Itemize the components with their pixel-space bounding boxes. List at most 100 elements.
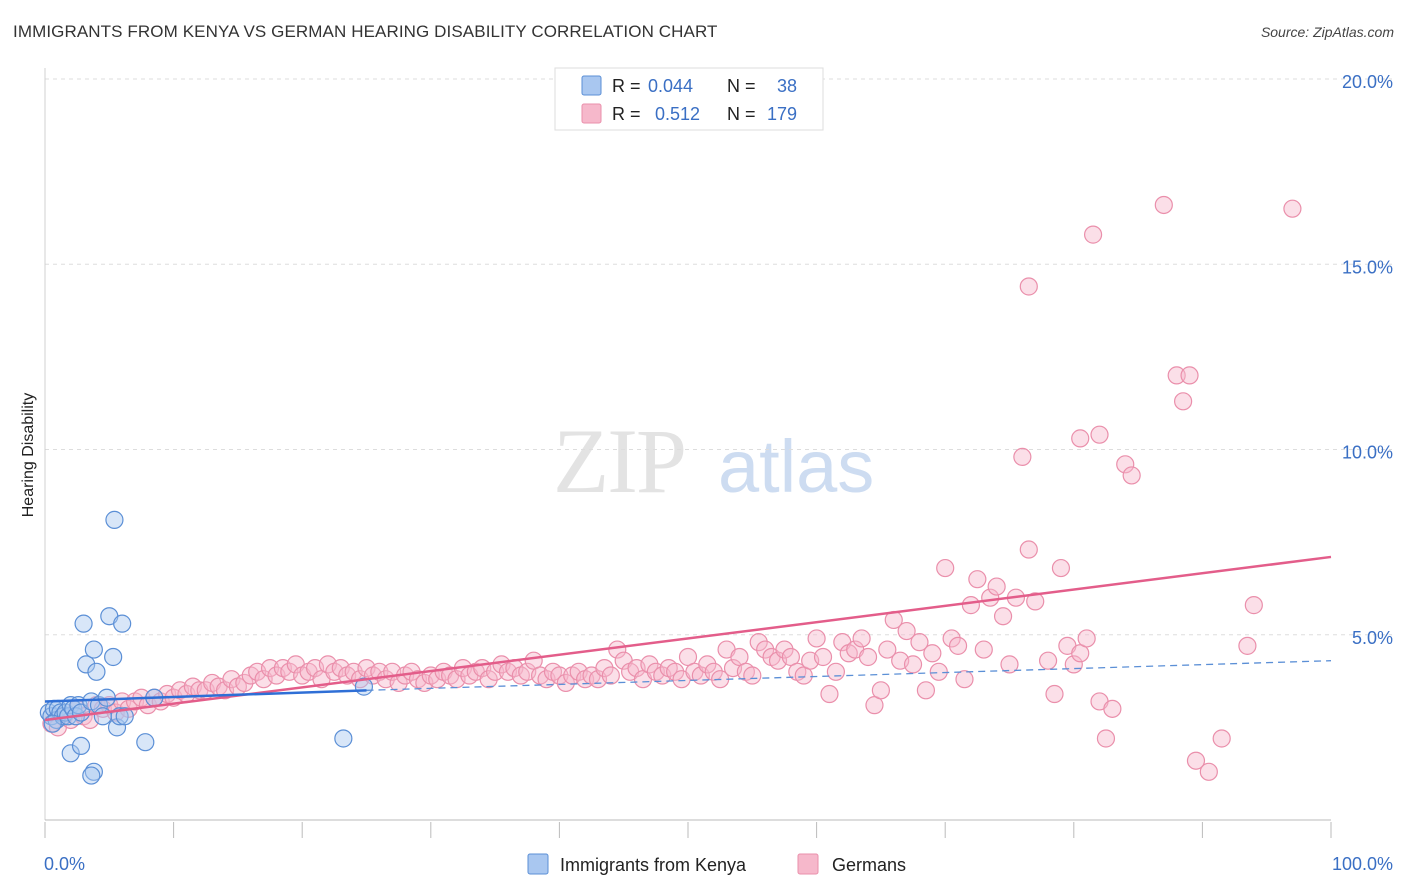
chart-source: Source: ZipAtlas.com bbox=[1260, 24, 1394, 40]
germans-point bbox=[1000, 655, 1019, 674]
germans-point bbox=[640, 655, 659, 674]
y-tick-label: 5.0% bbox=[1352, 628, 1393, 648]
legend-n-label-germans: N = bbox=[727, 104, 756, 124]
germans-point bbox=[666, 662, 685, 681]
kenya-point bbox=[84, 640, 103, 659]
germans-point bbox=[235, 673, 254, 693]
germans-point bbox=[878, 640, 897, 659]
kenya-point bbox=[105, 510, 124, 529]
germans-point bbox=[961, 596, 981, 615]
germans-point bbox=[1013, 447, 1032, 467]
germans-point bbox=[871, 681, 891, 700]
germans-point bbox=[704, 662, 723, 681]
germans-point bbox=[1077, 629, 1096, 648]
germans-point bbox=[1167, 366, 1186, 385]
trend-lines bbox=[44, 555, 1332, 722]
kenya-point bbox=[71, 736, 91, 756]
germans-point bbox=[756, 640, 775, 659]
germans-point bbox=[807, 629, 826, 648]
germans-point bbox=[1019, 277, 1038, 296]
germans-point bbox=[260, 658, 280, 678]
germans-point bbox=[1083, 225, 1103, 244]
germans-point bbox=[1238, 636, 1257, 655]
germans-point bbox=[698, 655, 717, 674]
germans-points bbox=[42, 195, 1302, 781]
x-tick-label-max: 100.0% bbox=[1332, 854, 1393, 874]
germans-point bbox=[981, 588, 1000, 607]
legend-swatch-germans bbox=[581, 103, 602, 124]
germans-point bbox=[916, 681, 936, 700]
kenya-point bbox=[97, 688, 116, 707]
germans-point bbox=[955, 670, 974, 689]
germans-point bbox=[1174, 392, 1193, 411]
bottom-legend: Immigrants from Kenya Germans bbox=[527, 853, 906, 875]
germans-point bbox=[858, 647, 878, 667]
y-tick-label: 20.0% bbox=[1342, 72, 1393, 92]
kenya-point bbox=[74, 614, 93, 633]
bottom-legend-swatch-germans bbox=[797, 853, 819, 875]
kenya-point bbox=[136, 733, 155, 752]
kenya-point bbox=[334, 729, 353, 748]
germans-point bbox=[993, 607, 1013, 626]
kenya-point bbox=[93, 707, 112, 726]
germans-point bbox=[813, 647, 833, 667]
germans-point bbox=[743, 666, 762, 685]
germans-point bbox=[749, 633, 768, 652]
germans-point bbox=[1199, 762, 1218, 781]
kenya-trend-solid bbox=[44, 689, 367, 703]
germans-point bbox=[595, 658, 614, 678]
germans-point bbox=[942, 629, 961, 648]
germans-point bbox=[948, 636, 968, 655]
legend-n-value-kenya: 38 bbox=[777, 76, 797, 96]
germans-point bbox=[852, 629, 871, 648]
germans-point bbox=[1154, 195, 1173, 215]
legend: R = 0.044 N = 38 R = 0.512 N = 179 bbox=[554, 67, 824, 131]
germans-point bbox=[1090, 425, 1109, 444]
germans-point bbox=[1180, 366, 1199, 385]
y-axis-label: Hearing Disability bbox=[20, 393, 37, 518]
germans-point bbox=[903, 655, 923, 674]
germans-point bbox=[987, 577, 1006, 596]
kenya-point bbox=[87, 662, 106, 681]
kenya-point bbox=[82, 766, 101, 785]
germans-point bbox=[1122, 466, 1141, 485]
germans-point bbox=[820, 684, 839, 704]
germans-point bbox=[1212, 729, 1231, 748]
germans-point bbox=[1071, 429, 1090, 448]
germans-point bbox=[601, 666, 620, 685]
kenya-points bbox=[39, 510, 374, 785]
germans-point bbox=[1096, 729, 1116, 748]
germans-point bbox=[910, 633, 929, 652]
germans-point bbox=[775, 640, 794, 659]
kenya-point bbox=[113, 614, 132, 633]
bottom-legend-swatch-kenya bbox=[527, 853, 549, 875]
kenya-point bbox=[77, 655, 96, 674]
germans-point bbox=[1038, 651, 1058, 670]
germans-point bbox=[974, 640, 993, 659]
kenya-point bbox=[61, 744, 80, 763]
kenya-trend-dashed bbox=[366, 660, 1332, 691]
germans-point bbox=[1051, 558, 1071, 578]
germans-point bbox=[929, 662, 948, 681]
legend-r-label-kenya: R = bbox=[612, 76, 641, 96]
germans-point bbox=[1019, 540, 1038, 559]
axes bbox=[44, 68, 1332, 838]
germans-point bbox=[1045, 684, 1064, 704]
kenya-point bbox=[104, 647, 123, 667]
chart-title: IMMIGRANTS FROM KENYA VS GERMAN HEARING … bbox=[13, 22, 718, 41]
legend-n-value-germans: 179 bbox=[767, 104, 797, 124]
watermark-zip: ZIP bbox=[553, 410, 685, 512]
germans-point bbox=[479, 670, 498, 689]
x-tick-label-min: 0.0% bbox=[44, 854, 85, 874]
legend-r-value-kenya: 0.044 bbox=[648, 76, 693, 96]
legend-r-label-germans: R = bbox=[612, 104, 641, 124]
germans-point bbox=[1026, 592, 1045, 611]
germans-point bbox=[1283, 199, 1302, 218]
y-tick-label: 15.0% bbox=[1342, 257, 1393, 277]
legend-n-label-kenya: N = bbox=[727, 76, 756, 96]
bottom-legend-label-kenya: Immigrants from Kenya bbox=[560, 855, 747, 875]
germans-point bbox=[968, 570, 987, 589]
legend-r-value-germans: 0.512 bbox=[655, 104, 700, 124]
germans-point bbox=[897, 621, 916, 641]
